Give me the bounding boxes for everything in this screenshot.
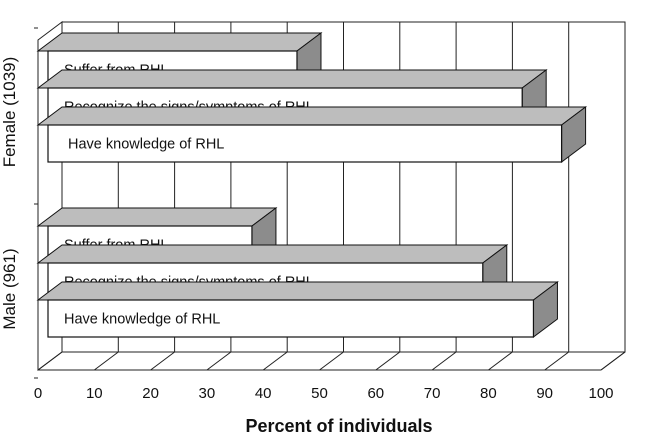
bar: [47, 124, 563, 163]
x-tick-label: 60: [367, 385, 384, 402]
bar-top-face: [36, 32, 323, 52]
floor-gridline: [262, 351, 288, 371]
bar-top-face: [36, 207, 278, 227]
bars-layer: Suffer from RHLRecognize the signs/sympt…: [36, 32, 588, 338]
x-tick-label: 30: [199, 385, 216, 402]
floor-gridline: [94, 351, 119, 371]
x-tick-label: 50: [311, 385, 328, 402]
bar-top-face: [36, 244, 509, 264]
x-tick-label: 40: [255, 385, 272, 402]
floor-gridline: [206, 351, 232, 371]
x-tick-label: 0: [34, 385, 42, 402]
x-tick-label: 10: [86, 385, 103, 402]
x-tick-label: 80: [480, 385, 497, 402]
floor-gridline: [488, 351, 513, 371]
group-label-female: Female (1039): [0, 57, 19, 168]
floor-gridline: [319, 351, 344, 371]
bar-top-face: [36, 106, 588, 126]
x-tick-label: 90: [536, 385, 553, 402]
x-tick-label: 100: [588, 385, 613, 402]
bar: [47, 299, 535, 338]
floor-gridline: [431, 351, 457, 371]
x-tick-label: 70: [424, 385, 441, 402]
x-tick-label: 20: [142, 385, 159, 402]
group-label-male: Male (961): [0, 248, 19, 329]
floor-gridline: [37, 351, 63, 371]
x-tick-labels: 0 10 20 30 40 50 60 70 80 90 100: [34, 385, 614, 402]
x-axis-title: Percent of individuals: [245, 416, 432, 436]
bar-top-face: [36, 69, 548, 89]
floor-gridline: [375, 351, 401, 371]
bar-label: Have knowledge of RHL: [68, 137, 224, 153]
bar-top-face: [36, 281, 559, 301]
floor-gridline: [544, 351, 570, 371]
bar-label: Have knowledge of RHL: [64, 312, 220, 328]
floor-gridline: [150, 351, 175, 371]
floor-gridline: [600, 351, 626, 371]
